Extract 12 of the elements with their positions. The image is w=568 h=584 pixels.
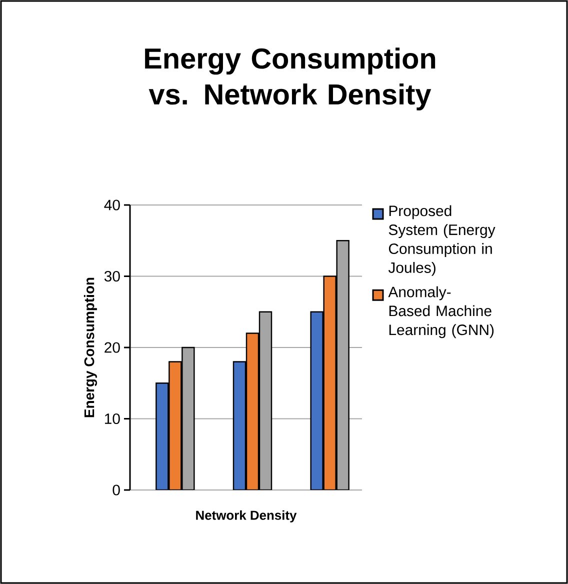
bar xyxy=(246,332,260,490)
legend-label: Anomaly-Based Machine Learning (GNN) xyxy=(388,286,494,338)
chart-title: Energy Consumption vs. Network Density xyxy=(145,48,436,110)
legend-label: Proposed System (Energy Consumption in Joules) xyxy=(388,205,496,276)
x-axis-title: Network Density xyxy=(196,510,297,522)
y-tick-label: 20 xyxy=(104,342,120,353)
y-tick-label: 40 xyxy=(104,200,120,210)
bar xyxy=(232,361,246,490)
y-axis-title: Energy Consumption xyxy=(84,278,98,418)
y-tick-label: 30 xyxy=(104,270,120,282)
y-tick-label: 0 xyxy=(112,484,120,496)
y-tick-label: 10 xyxy=(105,413,120,424)
